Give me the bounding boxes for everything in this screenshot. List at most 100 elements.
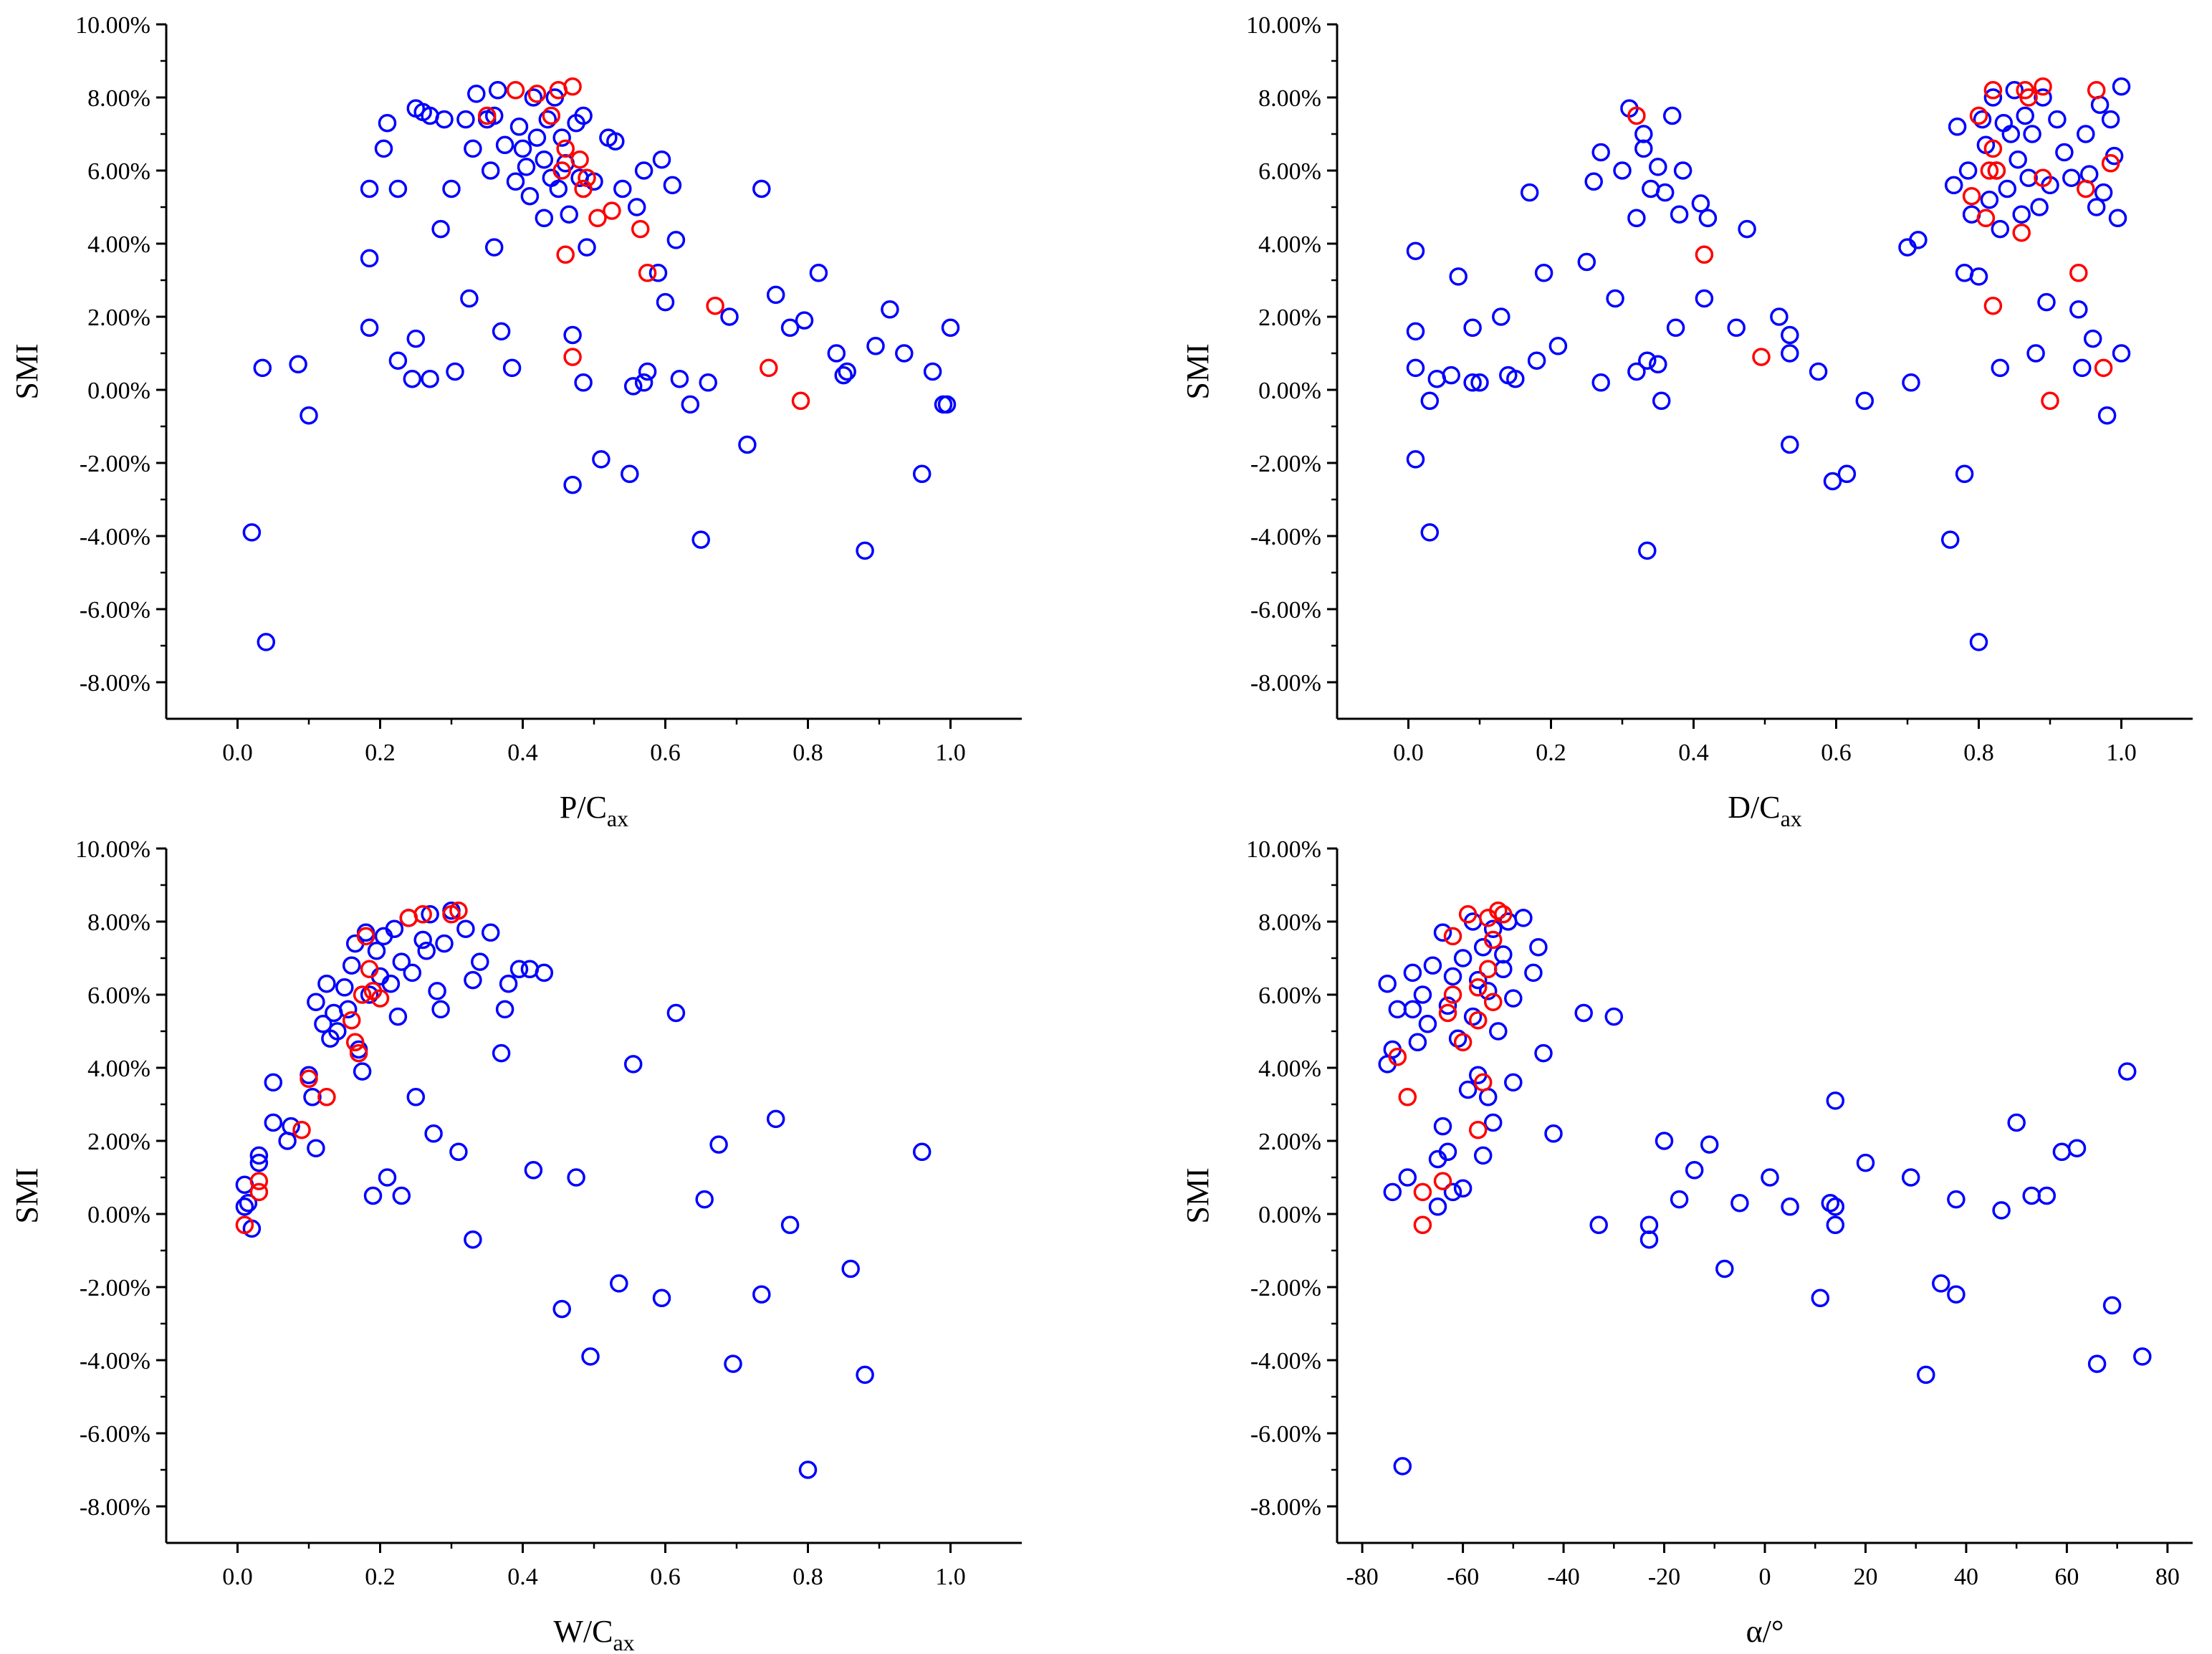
data-point-blue <box>1470 373 1489 392</box>
data-point-blue <box>606 132 625 150</box>
data-point-blue <box>937 395 957 414</box>
data-point-red <box>588 209 607 228</box>
data-point-blue <box>495 1000 514 1019</box>
data-point-red <box>2012 223 2031 242</box>
data-point-blue <box>1574 1003 1593 1023</box>
data-point-red <box>556 245 575 264</box>
data-point-blue <box>2094 183 2113 202</box>
data-point-blue <box>2022 1186 2041 1205</box>
data-point-blue <box>1940 530 1960 549</box>
y-tick-label: 4.00% <box>87 1056 150 1082</box>
data-point-red <box>2087 81 2106 100</box>
data-point-blue <box>2012 205 2031 224</box>
data-point-blue <box>353 1062 372 1081</box>
data-point-blue <box>923 362 942 381</box>
y-tick-label: 2.00% <box>1258 1129 1321 1155</box>
data-point-blue <box>257 633 276 651</box>
data-point-blue <box>1529 937 1548 957</box>
data-point-blue <box>578 238 596 257</box>
data-point-blue <box>1406 322 1425 341</box>
data-point-blue <box>484 106 504 125</box>
data-point-red <box>1980 161 1999 180</box>
data-point-blue <box>1698 209 1718 228</box>
y-tick-label: 10.00% <box>1246 12 1321 39</box>
data-point-blue <box>2069 300 2088 319</box>
y-tick-label: 2.00% <box>1258 305 1321 331</box>
data-point-blue <box>381 974 401 993</box>
data-point-blue <box>1770 307 1789 326</box>
data-point-blue <box>428 982 446 1000</box>
data-point-blue <box>1506 369 1525 388</box>
data-point-blue <box>1695 289 1714 308</box>
data-point-blue <box>2016 106 2034 125</box>
y-axis-title: SMI <box>1180 343 1215 399</box>
data-point-red <box>1987 161 2006 180</box>
data-point-blue <box>328 1022 347 1041</box>
data-point-blue <box>1980 191 1999 209</box>
y-tick-label: 10.00% <box>75 836 150 863</box>
data-point-blue <box>307 1139 325 1157</box>
data-point-blue <box>560 205 578 224</box>
data-point-blue <box>2023 125 2041 143</box>
data-point-blue <box>1483 1113 1503 1132</box>
y-tick-label: -8.00% <box>80 670 150 697</box>
data-point-blue <box>2077 125 2095 143</box>
data-point-blue <box>435 934 454 953</box>
data-point-blue <box>360 179 379 199</box>
y-tick-label: 10.00% <box>1246 836 1321 863</box>
data-point-blue <box>1613 161 1632 180</box>
data-point-blue <box>1418 1015 1437 1033</box>
data-point-blue <box>495 135 514 155</box>
x-tick-label: 0.4 <box>1678 740 1709 766</box>
y-axis-title: SMI <box>9 343 44 399</box>
data-point-blue <box>798 1461 818 1479</box>
y-tick-label: -6.00% <box>80 1421 150 1448</box>
data-point-blue <box>1591 373 1610 392</box>
data-point-blue <box>549 179 568 199</box>
data-point-blue <box>300 406 318 425</box>
data-point-blue <box>303 1088 322 1106</box>
data-point-blue <box>2073 358 2092 378</box>
data-point-blue <box>1428 1198 1447 1216</box>
data-point-blue <box>563 325 582 345</box>
data-point-blue <box>374 139 393 158</box>
data-point-blue <box>1433 1117 1452 1136</box>
data-point-blue <box>666 1003 686 1023</box>
chart-alpha: -8.00% -6.00% -4.00% -2.00% 0.00% 2.00% 4.00% 6… <box>1180 836 2193 1649</box>
data-point-blue <box>367 942 386 960</box>
data-point-blue <box>838 362 856 381</box>
data-point-blue <box>431 219 450 239</box>
data-point-blue <box>638 362 657 381</box>
data-point-blue <box>388 1007 408 1026</box>
data-point-blue <box>1738 219 1756 239</box>
data-point-blue <box>2030 198 2049 216</box>
data-point-blue <box>912 464 932 484</box>
x-tick-label: 0.6 <box>650 1564 681 1590</box>
y-axis-title: SMI <box>9 1167 44 1223</box>
data-point-blue <box>1438 996 1457 1015</box>
data-point-blue <box>1655 183 1675 202</box>
data-point-blue <box>1388 1000 1407 1019</box>
data-point-blue <box>780 1215 800 1235</box>
y-tick-label: 6.00% <box>87 158 150 185</box>
data-point-blue <box>1649 355 1667 374</box>
data-point-blue <box>648 264 668 282</box>
data-point-blue <box>1504 1073 1523 1092</box>
y-tick-label: -8.00% <box>80 1494 150 1521</box>
data-point-red <box>760 358 778 378</box>
data-point-blue <box>378 113 397 133</box>
data-point-blue <box>484 238 504 257</box>
x-tick-label: 0.2 <box>1536 740 1566 766</box>
data-point-red <box>2019 88 2038 107</box>
data-point-red <box>1433 1172 1452 1190</box>
data-point-blue <box>752 1285 771 1304</box>
data-point-red <box>1962 186 1981 206</box>
data-point-red <box>1752 348 1771 366</box>
data-point-blue <box>895 344 914 363</box>
data-point-blue <box>2112 77 2131 96</box>
data-point-blue <box>1524 963 1543 983</box>
y-tick-label: 10.00% <box>75 12 150 39</box>
data-point-blue <box>278 1132 297 1150</box>
data-point-blue <box>613 179 632 199</box>
data-point-blue <box>912 1142 932 1162</box>
